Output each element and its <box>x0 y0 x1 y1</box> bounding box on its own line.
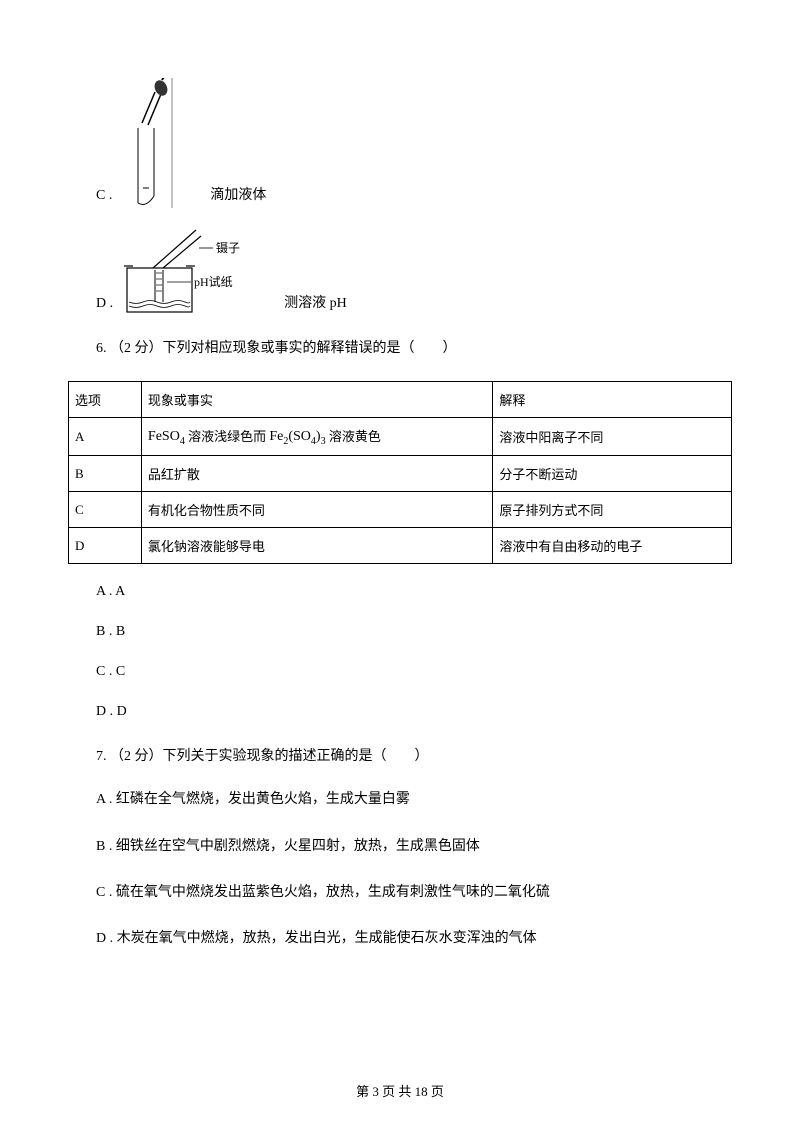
formula-fe2so43: Fe2(SO4)3 <box>269 429 325 447</box>
tweezers-label: 镊子 <box>216 241 240 255</box>
row-d-col3: 溶液中有自由移动的电子 <box>493 528 732 564</box>
q7-text: 7. （2 分）下列关于实验现象的描述正确的是（ ） <box>96 744 732 769</box>
option-d-line: D . 镊子 pH试纸 测溶液 pH <box>96 228 732 316</box>
q6-answer-a: A . A <box>96 584 732 600</box>
table-row-a: A FeSO4 溶液浅绿色而 Fe2(SO4)3 溶液黄色 溶液中阳离子不同 <box>69 418 732 456</box>
row-a-suffix: 溶液黄色 <box>326 429 381 444</box>
diagram-dropper <box>120 78 192 208</box>
row-b-col2: 品红扩散 <box>141 456 492 492</box>
row-a-col1: A <box>69 418 142 456</box>
row-b-col3: 分子不断运动 <box>493 456 732 492</box>
q6-text: 6. （2 分）下列对相应现象或事实的解释错误的是（ ） <box>96 336 732 361</box>
table-header-row: 选项 现象或事实 解释 <box>69 382 732 418</box>
q6-answer-d: D . D <box>96 704 732 720</box>
option-d-marker: D . <box>96 296 113 312</box>
option-d-text: 测溶液 pH <box>284 292 347 312</box>
row-d-col2: 氯化钠溶液能够导电 <box>141 528 492 564</box>
page-footer: 第 3 页 共 18 页 <box>0 1081 800 1100</box>
diagram-ph-test: 镊子 pH试纸 <box>121 228 266 316</box>
row-c-col1: C <box>69 492 142 528</box>
table-row-d: D 氯化钠溶液能够导电 溶液中有自由移动的电子 <box>69 528 732 564</box>
row-a-mid: 溶液浅绿色而 <box>185 429 270 444</box>
q6-answer-b: B . B <box>96 624 732 640</box>
table-row-c: C 有机化合物性质不同 原子排列方式不同 <box>69 492 732 528</box>
q6-table: 选项 现象或事实 解释 A FeSO4 溶液浅绿色而 Fe2(SO4)3 溶液黄… <box>68 381 732 564</box>
row-d-col1: D <box>69 528 142 564</box>
q7-option-c: C . 硫在氧气中燃烧发出蓝紫色火焰，放热，生成有刺激性气味的二氧化硫 <box>96 882 732 904</box>
table-row-b: B 品红扩散 分子不断运动 <box>69 456 732 492</box>
option-c-line: C . 滴加液体 <box>96 78 732 208</box>
q7-option-d: D . 木炭在氧气中燃烧，放热，发出白光，生成能使石灰水变浑浊的气体 <box>96 928 732 950</box>
row-a-col2: FeSO4 溶液浅绿色而 Fe2(SO4)3 溶液黄色 <box>141 418 492 456</box>
header-col3: 解释 <box>493 382 732 418</box>
row-b-col1: B <box>69 456 142 492</box>
q6-answer-c: C . C <box>96 664 732 680</box>
q7-option-b: B . 细铁丝在空气中剧烈燃烧，火星四射，放热，生成黑色固体 <box>96 836 732 858</box>
row-a-col3: 溶液中阳离子不同 <box>493 418 732 456</box>
option-c-marker: C . <box>96 188 112 204</box>
header-col2: 现象或事实 <box>141 382 492 418</box>
option-c-text: 滴加液体 <box>210 184 266 204</box>
header-col1: 选项 <box>69 382 142 418</box>
row-c-col2: 有机化合物性质不同 <box>141 492 492 528</box>
ph-paper-label: pH试纸 <box>194 274 233 289</box>
formula-feso4: FeSO4 <box>148 429 185 447</box>
q7-option-a: A . 红磷在全气燃烧，发出黄色火焰，生成大量白雾 <box>96 789 732 811</box>
row-c-col3: 原子排列方式不同 <box>493 492 732 528</box>
